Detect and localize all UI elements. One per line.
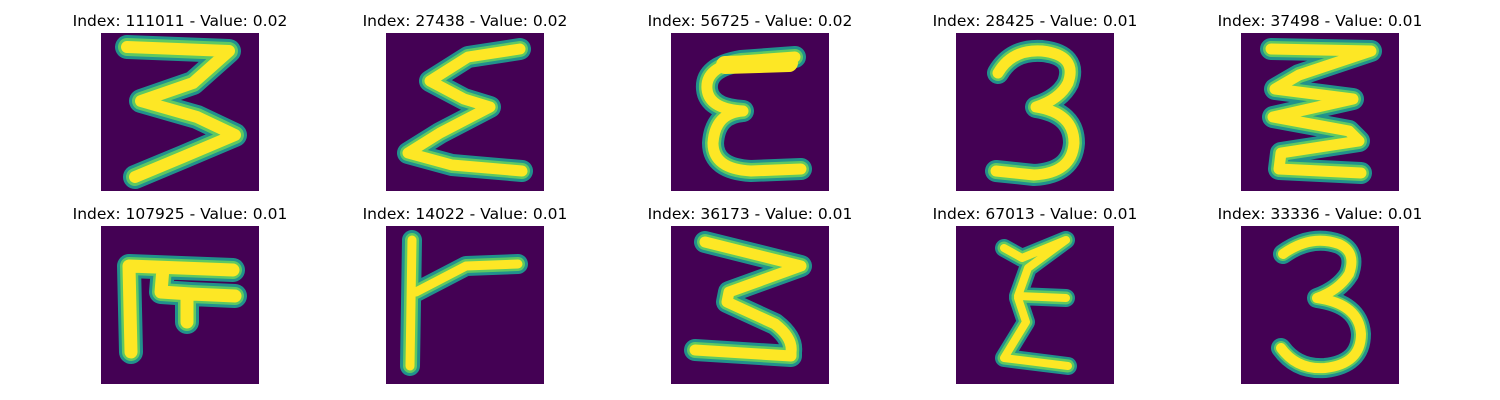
digit-image (956, 226, 1114, 384)
digit-image (101, 226, 259, 384)
blocky-glyph-image (117, 254, 247, 364)
digit-image (101, 33, 259, 191)
panel-title: Index: 107925 - Value: 0.01 (72, 205, 288, 223)
panel-title: Index: 36173 - Value: 0.01 (647, 205, 853, 223)
digit-image (671, 226, 829, 384)
panel-title: Index: 37498 - Value: 0.01 (1217, 12, 1423, 30)
three-digit-image (684, 231, 812, 367)
panel-title: Index: 28425 - Value: 0.01 (932, 12, 1138, 30)
digit-image (1241, 226, 1399, 384)
panel-title: Index: 14022 - Value: 0.01 (362, 205, 568, 223)
panel-title: Index: 67013 - Value: 0.01 (932, 205, 1138, 223)
three-digit-image (985, 39, 1085, 186)
panel-title: Index: 33336 - Value: 0.01 (1217, 205, 1423, 223)
sigma-like-digit-image (397, 38, 533, 182)
three-digit-image (1271, 230, 1371, 379)
zeta-like-glyph-image (995, 231, 1077, 375)
double-zigzag-digit-image (1260, 38, 1382, 184)
y-like-glyph-image (400, 230, 528, 376)
panel-title: Index: 27438 - Value: 0.02 (362, 12, 568, 30)
epsilon-like-digit-image (695, 46, 812, 182)
wide-three-digit-image (115, 35, 247, 189)
digit-image (1241, 33, 1399, 191)
panel-title: Index: 111011 - Value: 0.02 (72, 12, 288, 30)
panel-title: Index: 56725 - Value: 0.02 (647, 12, 853, 30)
digit-image (386, 33, 544, 191)
digit-image (956, 33, 1114, 191)
digit-image (386, 226, 544, 384)
digit-image (671, 33, 829, 191)
